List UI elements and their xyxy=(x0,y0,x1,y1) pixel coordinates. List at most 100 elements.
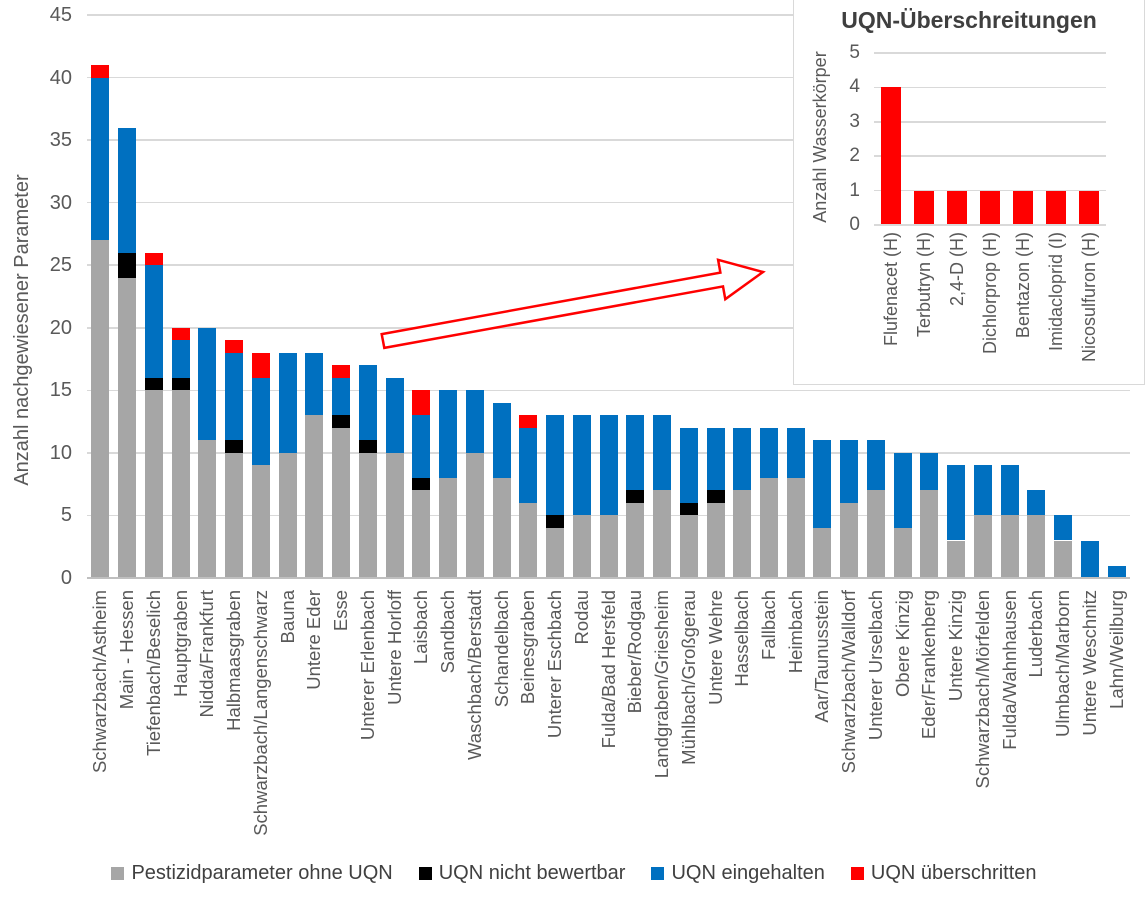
y-tick-label-20: 20 xyxy=(49,316,72,339)
bar-segment xyxy=(439,390,457,478)
gridline-40 xyxy=(87,76,1130,79)
bar-segment xyxy=(225,340,244,353)
bar-segment xyxy=(332,427,351,578)
bar-segment xyxy=(546,528,564,578)
bar-segment xyxy=(439,477,457,578)
y-tick-label-5: 5 xyxy=(60,504,72,527)
bar-segment xyxy=(1027,490,1046,516)
bar-segment xyxy=(251,352,270,378)
y-tick-label-40: 40 xyxy=(49,66,72,89)
bar-segment xyxy=(679,502,698,516)
x-category-label: Waschbach/Berstadt xyxy=(463,590,485,761)
x-category-label: Schwarzbach/Astheim xyxy=(89,590,111,774)
bar-segment xyxy=(840,440,859,503)
inset-bar xyxy=(946,190,967,225)
bar-segment xyxy=(893,528,912,578)
legend-label: Pestizidparameter ohne UQN xyxy=(131,862,393,884)
bar-segment xyxy=(171,390,190,578)
bar-segment xyxy=(706,427,725,491)
bar-segment xyxy=(225,452,244,578)
bar-segment xyxy=(1027,515,1046,578)
inset-bar xyxy=(1046,190,1067,225)
bar-segment xyxy=(679,515,698,578)
bar-segment xyxy=(385,452,404,578)
bar-segment xyxy=(385,377,404,453)
legend-item-2: UQN eingehalten xyxy=(651,862,825,885)
bar-segment xyxy=(626,502,645,578)
x-category-label: Bauna xyxy=(276,590,298,644)
bar-segment xyxy=(786,427,805,478)
bar-segment xyxy=(893,452,912,528)
bar-segment xyxy=(546,515,564,528)
inset-x-category-label: Terbutryn (H) xyxy=(913,232,934,338)
bar-segment xyxy=(519,502,538,578)
inset-gridline-4 xyxy=(874,86,1106,89)
x-axis-line xyxy=(87,577,1130,579)
x-category-label: Hasselbach xyxy=(731,590,753,687)
x-category-label: Main - Hessen xyxy=(116,590,138,710)
bar-segment xyxy=(920,490,939,578)
legend-swatch-icon xyxy=(651,867,665,880)
y-tick-label-45: 45 xyxy=(49,4,72,26)
bar-segment xyxy=(332,365,351,378)
gridline-15 xyxy=(87,389,1130,392)
bar-segment xyxy=(492,477,511,578)
bar-segment xyxy=(947,465,966,541)
bar-segment xyxy=(1080,540,1099,578)
inset-x-category-label: Imidacloprid (I) xyxy=(1046,232,1067,352)
inset-bar xyxy=(1079,190,1100,225)
inset-y-tick-label-0: 0 xyxy=(849,214,860,235)
bar-segment xyxy=(760,427,778,478)
inset-y-axis-title: Anzahl Wasserkörper xyxy=(810,51,830,223)
bar-segment xyxy=(144,390,163,578)
inset-x-category-label: 2,4-D (H) xyxy=(946,232,967,307)
bar-segment xyxy=(1000,515,1019,578)
bar-segment xyxy=(225,440,244,453)
bar-segment xyxy=(118,277,137,578)
bar-segment xyxy=(198,327,217,441)
y-tick-label-35: 35 xyxy=(49,129,72,152)
gridline-30 xyxy=(87,201,1130,204)
inset-x-category-label: Flufenacet (H) xyxy=(880,232,901,347)
gridline-35 xyxy=(87,139,1130,141)
inset-x-category-label: Nicosulfuron (H) xyxy=(1079,232,1100,363)
x-category-label: Untere Eder xyxy=(303,590,325,690)
bar-segment xyxy=(465,452,484,578)
x-category-label: Unterer Eschbach xyxy=(544,590,565,739)
y-tick-label-15: 15 xyxy=(49,379,72,402)
bar-segment xyxy=(305,415,324,578)
inset-y-tick-label-3: 3 xyxy=(849,110,860,132)
x-category-label: Lahn/Weilburg xyxy=(1105,590,1127,709)
bar-segment xyxy=(144,252,163,266)
x-category-label: Untere Horloff xyxy=(383,590,405,705)
x-category-label: Esse xyxy=(330,590,352,632)
x-category-label: Unterer Erlenbach xyxy=(356,590,378,741)
legend-item-0: Pestizidparameter ohne UQN xyxy=(111,862,393,885)
bar-segment xyxy=(519,427,538,503)
bar-segment xyxy=(332,415,351,428)
bar-segment xyxy=(519,415,538,428)
inset-x-axis-line xyxy=(874,224,1106,226)
inset-gridline-2 xyxy=(874,155,1106,157)
chart-legend: Pestizidparameter ohne UQN UQN nicht bewe… xyxy=(0,862,1148,885)
bar-segment xyxy=(278,352,297,453)
inset-bar xyxy=(980,190,1000,225)
bar-segment xyxy=(118,127,137,253)
bar-segment xyxy=(653,415,671,491)
x-category-label: Fallbach xyxy=(758,590,779,660)
bar-segment xyxy=(866,440,885,491)
bar-segment xyxy=(947,540,966,578)
bar-segment xyxy=(920,452,939,491)
bar-segment xyxy=(866,490,885,578)
x-category-label: Laisbach xyxy=(410,590,432,665)
x-category-label: Heimbach xyxy=(784,590,806,674)
bar-segment xyxy=(786,477,805,578)
x-category-label: Schwarzbach/Walldorf xyxy=(838,590,860,774)
x-category-label: Eder/Frankenberg xyxy=(918,590,940,740)
bar-segment xyxy=(546,415,564,516)
y-tick-label-0: 0 xyxy=(60,567,72,589)
legend-label: UQN eingehalten xyxy=(671,862,825,884)
inset-y-tick-label-5: 5 xyxy=(849,42,860,63)
bar-segment xyxy=(760,477,778,578)
